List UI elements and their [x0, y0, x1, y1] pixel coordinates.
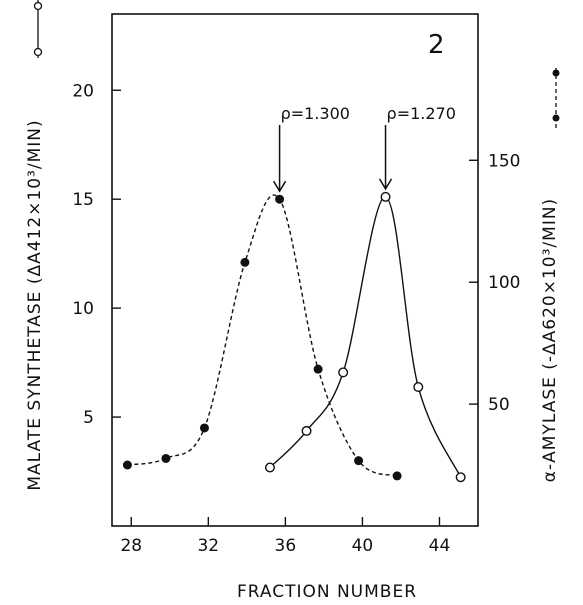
x-tick-label: 32 [197, 536, 219, 556]
panel-label: 2 [428, 30, 445, 60]
x-tick-label: 28 [120, 536, 142, 556]
legend-open-circle [33, 1, 43, 11]
amylase-point [338, 367, 349, 378]
annotations: ρ=1.300 ρ=1.270 [272, 104, 456, 193]
amylase-line [269, 196, 462, 478]
malate-point [122, 460, 132, 470]
malate-point [275, 194, 285, 204]
legend-filled-circle [552, 114, 560, 122]
x-axis-title: FRACTION NUMBER [237, 582, 417, 602]
plot-border [111, 13, 479, 527]
malate-point [354, 456, 364, 466]
amylase-point [264, 462, 275, 473]
series-lines [127, 194, 462, 478]
y-right-axis-title: α-AMYLASE (-ΔA620×10³/MIN) [540, 198, 560, 482]
annotation-label: ρ=1.300 [281, 104, 350, 123]
y-left-axis-title: MALATE SYNTHETASE (ΔA412×10³/MIN) [25, 119, 45, 490]
amylase-point [301, 425, 312, 436]
y-left-tick-label: 15 [72, 190, 94, 210]
legend-filled-circle [552, 69, 560, 77]
y-right-tick-label: 150 [488, 151, 520, 171]
malate-point [240, 257, 250, 267]
y-right-tick-label: 100 [488, 273, 520, 293]
right-axis-legend [552, 68, 560, 130]
y-left-tick-label: 20 [72, 81, 94, 101]
annotation-arrowhead [272, 180, 287, 193]
x-tick-label: 40 [352, 536, 374, 556]
left-axis-legend [33, 0, 43, 58]
amylase-point [455, 472, 466, 483]
axis-ticks: 28 32 36 40 44 5 10 15 20 50 100 150 [72, 81, 520, 556]
y-left-tick-label: 10 [72, 299, 94, 319]
y-right-tick-label: 50 [488, 395, 510, 415]
x-tick-label: 44 [429, 536, 451, 556]
legend-open-circle [33, 47, 43, 57]
malate-point [313, 364, 323, 374]
amylase-point [380, 191, 391, 202]
malate-line [127, 194, 398, 477]
malate-point [161, 453, 171, 463]
series-points [122, 191, 466, 483]
y-left-tick-label: 5 [83, 408, 94, 428]
malate-point [392, 471, 402, 481]
annotation-label: ρ=1.270 [387, 104, 456, 123]
x-tick-label: 36 [275, 536, 297, 556]
amylase-point [413, 382, 424, 393]
plot-frame [111, 13, 479, 527]
annotation-arrowhead [378, 178, 393, 191]
malate-point [199, 423, 209, 433]
